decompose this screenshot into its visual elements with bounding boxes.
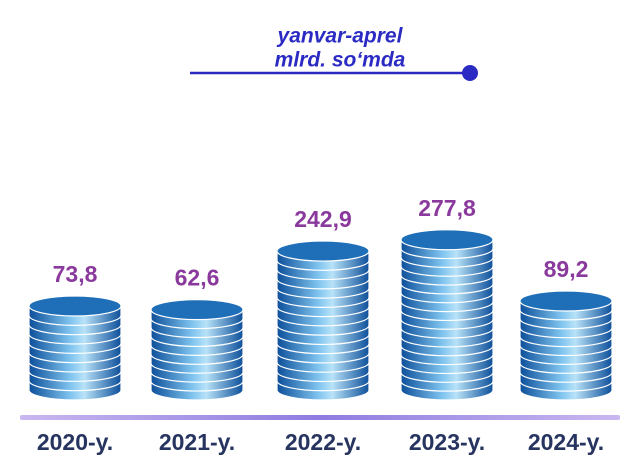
coin-stack (519, 290, 613, 401)
x-tick-label: 2021-y. (159, 429, 235, 455)
coin-top (519, 290, 613, 312)
x-tick-label: 2023-y. (409, 429, 485, 455)
coin-top (28, 295, 122, 317)
x-tick-label: 2020-y. (37, 429, 113, 455)
subtitle-dot (462, 65, 478, 81)
coin-top (400, 229, 494, 251)
value-label: 242,9 (294, 206, 352, 232)
subtitle-line: yanvar-aprel (277, 25, 404, 48)
subtitle-line: mlrd. so‘mda (275, 49, 406, 72)
value-label: 277,8 (418, 195, 476, 221)
coin-top (276, 240, 370, 262)
value-label: 73,8 (53, 261, 98, 287)
coin-stack (28, 295, 122, 401)
x-tick-label: 2022-y. (285, 429, 361, 455)
value-label: 89,2 (544, 256, 589, 282)
value-label: 62,6 (175, 265, 220, 291)
coin-top (150, 299, 244, 321)
baseline (20, 415, 620, 420)
coin-stack (276, 240, 370, 401)
coin-stack (400, 229, 494, 401)
x-tick-label: 2024-y. (528, 429, 604, 455)
coin-stack (150, 299, 244, 401)
